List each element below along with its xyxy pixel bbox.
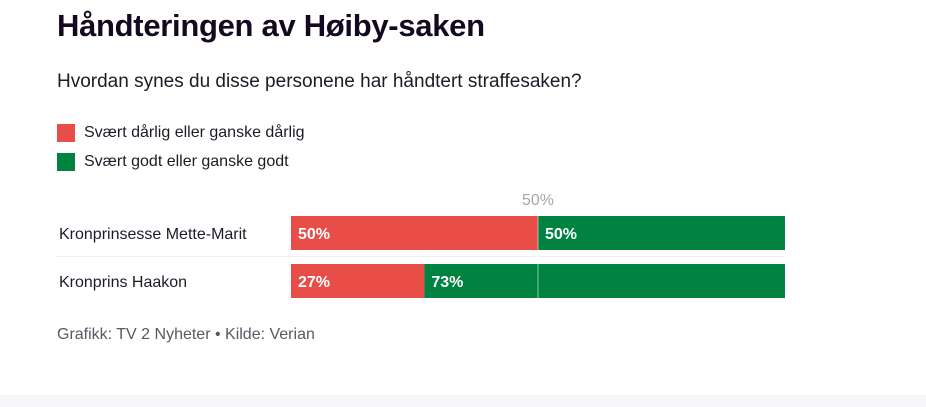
reference-line-label: 50%	[522, 192, 554, 209]
bar-segment	[291, 216, 538, 250]
data-label: 50%	[298, 226, 330, 243]
category-label: Kronprinsesse Mette-Marit	[59, 226, 247, 243]
legend-swatch-bad	[57, 123, 75, 142]
chart-subtitle: Hvordan synes du disse personene har hån…	[57, 71, 582, 92]
legend-label-bad: Svært dårlig eller ganske dårlig	[84, 123, 305, 141]
source-note: Grafikk: TV 2 Nyheter • Kilde: Verian	[57, 326, 315, 343]
bar-segment	[291, 264, 425, 298]
footer-band	[0, 395, 926, 407]
bar-segment	[424, 264, 785, 298]
category-label: Kronprins Haakon	[59, 274, 187, 291]
data-label: 50%	[545, 226, 577, 243]
legend: Svært dårlig eller ganske dårlig Svært g…	[57, 118, 305, 176]
bar-segment	[538, 216, 785, 250]
legend-item-good: Svært godt eller ganske godt	[57, 147, 305, 176]
legend-item-bad: Svært dårlig eller ganske dårlig	[57, 118, 305, 147]
stacked-bar-chart: Kronprinsesse Mette-Marit 50% 50% Kronprins…	[57, 192, 785, 298]
chart-title: Håndteringen av Høiby-saken	[57, 8, 485, 43]
data-label: 73%	[431, 274, 463, 291]
legend-label-good: Svært godt eller ganske godt	[84, 152, 289, 170]
legend-swatch-good	[57, 152, 75, 171]
data-label: 27%	[298, 274, 330, 291]
